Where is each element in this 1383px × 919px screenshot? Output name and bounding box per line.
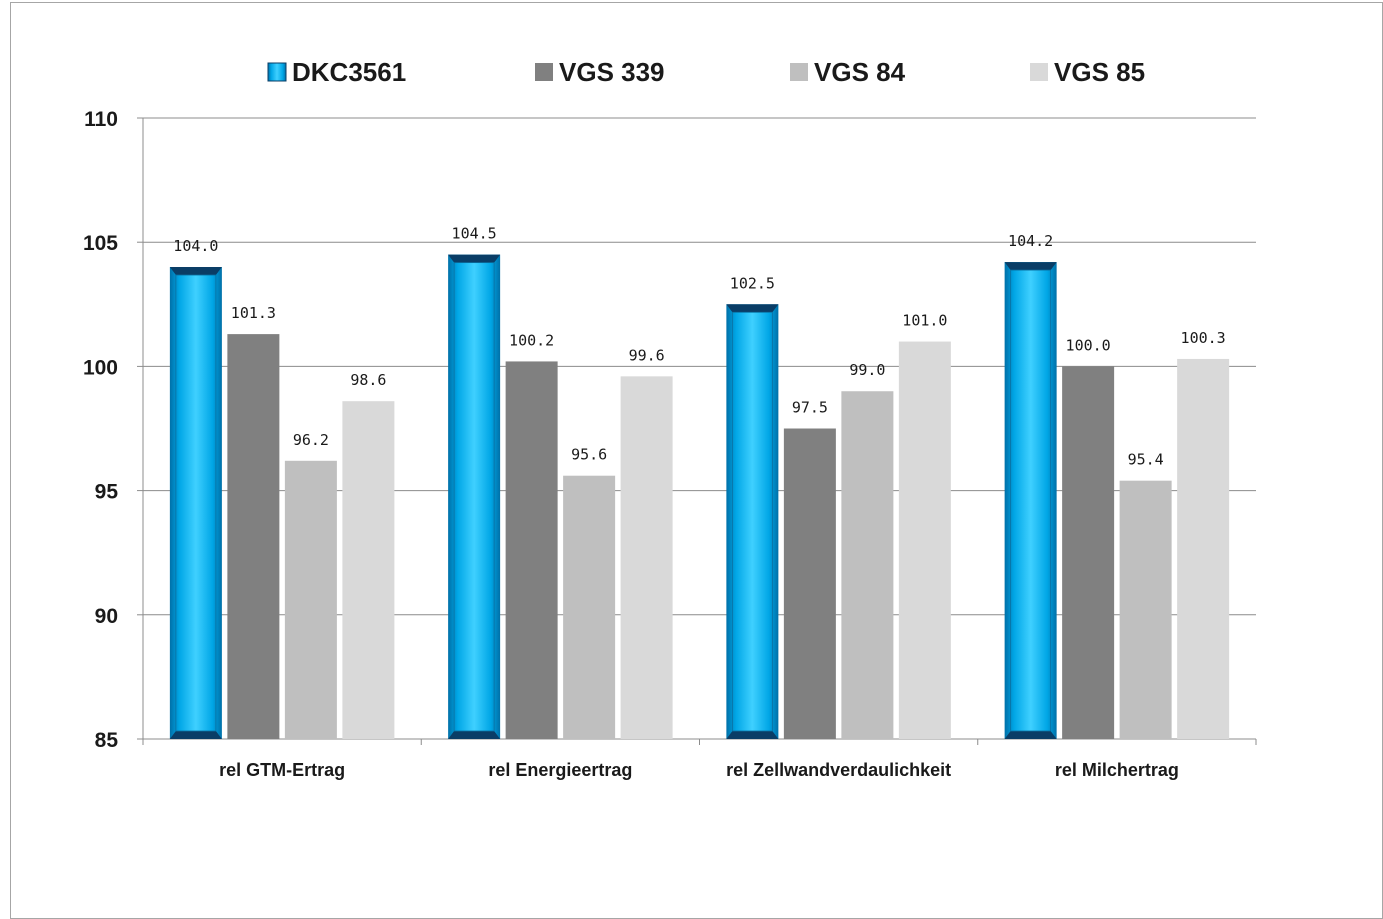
x-tick-label: rel Energieertrag: [488, 760, 632, 780]
data-label: 95.4: [1128, 451, 1164, 469]
data-label: 99.0: [849, 361, 885, 379]
data-label: 100.3: [1181, 329, 1226, 347]
legend-item: VGS 85: [1030, 57, 1145, 87]
x-axis-ticks: rel GTM-Ertrag rel Energieertrag rel Zellw…: [219, 760, 1179, 780]
bar-inner-edge: [1010, 269, 1052, 732]
bar-dkc3561: [726, 304, 779, 739]
legend-swatch: [790, 63, 808, 81]
bar-vgs-85: [1177, 358, 1230, 739]
bar-vgs-84: [284, 460, 337, 739]
legend-label: DKC3561: [292, 57, 406, 87]
x-tick-label: rel Milchertrag: [1055, 760, 1179, 780]
y-tick-label: 110: [84, 108, 118, 131]
bar-bevel-top: [169, 267, 222, 276]
bar-vgs-85: [898, 341, 951, 739]
bar-bevel-top: [448, 254, 501, 263]
bar-inner-edge: [731, 311, 773, 732]
legend-swatch: [267, 62, 287, 82]
bar-dkc3561: [448, 254, 501, 739]
bar-body: [169, 267, 222, 739]
bar-bevel-bottom: [726, 731, 779, 739]
y-tick-label: 85: [95, 729, 119, 752]
bar-vgs-84: [563, 475, 616, 739]
data-label: 101.3: [231, 304, 276, 322]
y-tick-label: 100: [83, 356, 118, 379]
bar-vgs-85: [342, 401, 395, 739]
data-label: 99.6: [629, 346, 665, 364]
bar-body: [1004, 262, 1057, 739]
data-label: 102.5: [730, 274, 775, 292]
bar-bevel-bottom: [169, 731, 222, 739]
y-axis-ticks: 85 90 95 100 105 110: [83, 108, 118, 752]
bar-bevel-bottom: [448, 731, 501, 739]
bars: [169, 254, 1230, 739]
y-tick-label: 90: [95, 605, 118, 628]
bar-vgs-84: [1119, 480, 1172, 739]
bar-inner-edge: [453, 262, 495, 732]
bar-vgs-339: [227, 334, 280, 739]
bar-vgs-339: [783, 428, 836, 739]
bar-body: [448, 254, 501, 739]
bar-bevel-top: [726, 304, 779, 313]
data-label: 100.2: [509, 331, 554, 349]
legend-label: VGS 339: [559, 57, 665, 87]
bar-bevel-top: [1004, 262, 1057, 271]
bar-vgs-85: [620, 376, 673, 739]
bar-vgs-339: [505, 361, 558, 739]
bar-dkc3561: [169, 267, 222, 739]
bar-vgs-339: [1062, 366, 1115, 739]
data-label: 104.2: [1008, 232, 1053, 250]
legend-swatch: [535, 63, 553, 81]
y-tick-label: 95: [95, 481, 119, 504]
bar-bevel-bottom: [1004, 731, 1057, 739]
legend-item: DKC3561: [267, 57, 406, 87]
bar-body: [726, 304, 779, 739]
data-label: 104.0: [173, 237, 218, 255]
y-tick-label: 105: [83, 232, 118, 255]
data-label: 97.5: [792, 399, 828, 417]
bar-inner-edge: [175, 274, 217, 732]
legend-item: VGS 84: [790, 57, 906, 87]
data-label: 96.2: [293, 431, 329, 449]
data-label: 104.5: [452, 225, 497, 243]
data-label: 95.6: [571, 446, 607, 464]
legend-label: VGS 84: [814, 57, 906, 87]
bar-dkc3561: [1004, 262, 1057, 739]
legend-label: VGS 85: [1054, 57, 1145, 87]
data-labels: 104.0 101.3 96.2 98.6 104.5 100.2 95.6 99.6 102.…: [173, 225, 1225, 469]
x-tick-label: rel Zellwandverdaulichkeit: [726, 760, 951, 780]
legend-swatch: [1030, 63, 1048, 81]
bar-vgs-84: [841, 391, 894, 739]
data-label: 101.0: [902, 312, 947, 330]
legend: DKC3561 VGS 339 VGS 84 VGS 85: [267, 57, 1145, 87]
data-label: 100.0: [1066, 336, 1111, 354]
legend-item: VGS 339: [535, 57, 665, 87]
data-label: 98.6: [350, 371, 386, 389]
x-tick-label: rel GTM-Ertrag: [219, 760, 345, 780]
